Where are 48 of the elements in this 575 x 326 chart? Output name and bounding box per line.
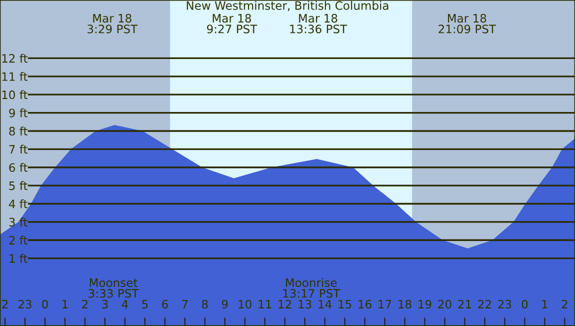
x-tick-label: 11 xyxy=(258,300,272,308)
y-tick-label: 8 ft xyxy=(9,126,28,136)
x-tick-label: 4 xyxy=(122,300,128,308)
y-tick-label: 10 ft xyxy=(2,90,28,100)
y-tick-label: 7 ft xyxy=(9,144,28,154)
x-tick-label: 3 xyxy=(102,300,108,309)
x-tick-label: 23 xyxy=(498,300,512,309)
x-tick-label: 1 xyxy=(542,300,548,308)
y-tick-label: 3 ft xyxy=(9,218,28,226)
y-tick-label: 4 ft xyxy=(8,199,28,208)
x-tick-label: 15 xyxy=(338,300,352,309)
y-tick-label: 5 ft xyxy=(9,181,28,190)
x-tick-label: 6 xyxy=(162,300,168,309)
x-tick-label: 8 xyxy=(202,300,208,309)
x-tick-label: 5 xyxy=(142,300,148,309)
y-tick-label: 12 ft xyxy=(2,54,28,63)
y-tick-label: 9 ft xyxy=(9,108,28,118)
x-tick-label: 16 xyxy=(358,300,372,309)
x-tick-label: 2 xyxy=(562,300,568,308)
x-tick-label: 19 xyxy=(418,300,432,309)
x-tick-label: 18 xyxy=(398,300,412,309)
x-tick-label: 14 xyxy=(318,300,332,308)
y-tick-label: 11 ft xyxy=(2,72,28,81)
x-tick-label: 17 xyxy=(378,300,392,308)
annotation: Mar 18 9:27 PST xyxy=(207,14,258,34)
y-tick-label: 2 ft xyxy=(9,236,28,245)
annotation: Mar 18 13:36 PST xyxy=(290,14,348,34)
x-tick-label: 2 xyxy=(2,300,8,308)
x-tick-label: 7 xyxy=(182,300,188,308)
x-tick-label: 9 xyxy=(222,300,228,309)
x-tick-label: 23 xyxy=(18,300,32,309)
chart-title: New Westminster, British Columbia xyxy=(186,0,388,12)
x-tick-label: 20 xyxy=(438,300,452,309)
x-tick-label: 10 xyxy=(238,300,252,309)
annotation: Moonset 3:33 PST xyxy=(88,278,139,298)
x-tick-label: 0 xyxy=(522,300,528,309)
y-tick-label: 1 ft xyxy=(10,254,28,263)
annotation: Mar 18 3:29 PST xyxy=(88,14,138,34)
x-tick-label: 21 xyxy=(458,300,471,308)
x-tick-label: 1 xyxy=(62,300,68,308)
x-tick-label: 2 xyxy=(82,300,88,308)
x-tick-label: 12 xyxy=(278,300,292,308)
y-tick-label: 6 ft xyxy=(9,162,28,172)
x-tick-label: 22 xyxy=(478,300,491,308)
x-tick-label: 0 xyxy=(42,300,48,309)
annotation: Moonrise 13:17 PST xyxy=(283,278,340,298)
annotation: Mar 18 21:09 PST xyxy=(438,14,496,34)
x-tick-label: 13 xyxy=(298,300,312,309)
